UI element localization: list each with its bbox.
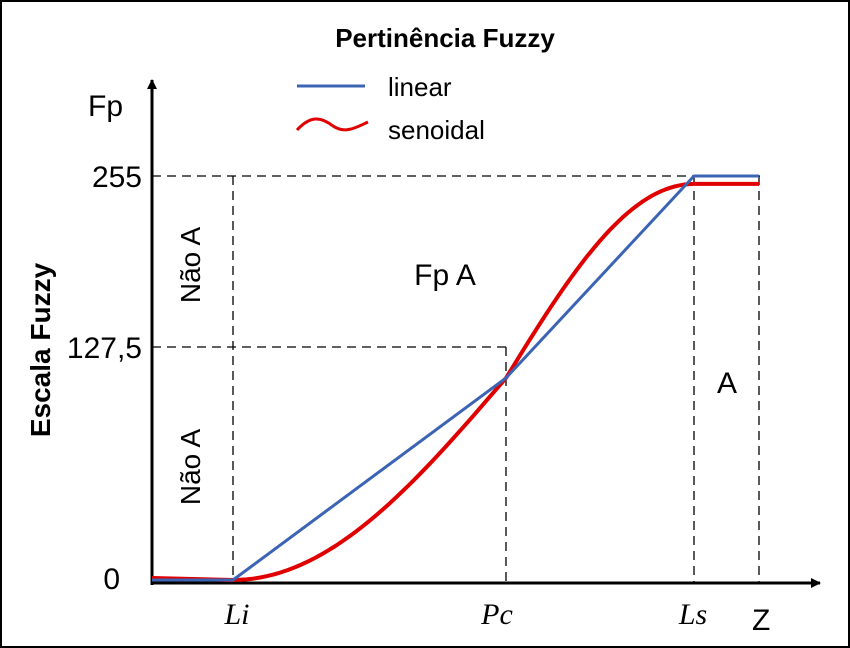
annotation-nao-a-upper: Não A <box>175 227 206 304</box>
annotation-a: A <box>717 367 737 400</box>
legend-swatch-senoidal <box>295 117 369 132</box>
chart-title: Pertinência Fuzzy <box>335 23 555 53</box>
legend: linear senoidal <box>295 72 485 145</box>
y-tick-label: 255 <box>92 161 142 194</box>
series-linear-line <box>152 174 759 582</box>
y-axis-label: Escala Fuzzy <box>25 262 56 437</box>
x-axis-symbol: Z <box>752 604 770 637</box>
x-tick-label: Ls <box>678 598 707 631</box>
y-tick-label: 0 <box>103 563 120 596</box>
x-tick-label: Li <box>223 598 249 631</box>
legend-label-linear: linear <box>388 72 452 102</box>
y-axis-symbol: Fp <box>88 90 123 123</box>
annotation-nao-a-lower: Não A <box>175 429 206 506</box>
y-tick-label: 127,5 <box>67 332 142 365</box>
series-senoidal-line <box>151 181 759 582</box>
legend-label-senoidal: senoidal <box>388 115 485 145</box>
guide-lines <box>152 175 760 583</box>
x-tick-label: Pc <box>480 598 513 631</box>
annotation-fp-a: Fp A <box>414 259 476 292</box>
